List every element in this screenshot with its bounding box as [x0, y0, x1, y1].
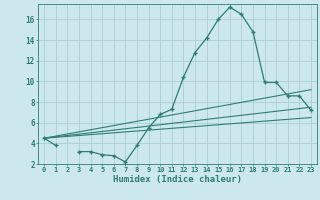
X-axis label: Humidex (Indice chaleur): Humidex (Indice chaleur): [113, 175, 242, 184]
